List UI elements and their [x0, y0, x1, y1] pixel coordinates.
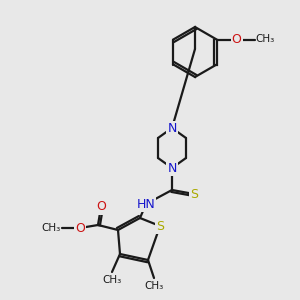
Text: O: O [232, 33, 242, 46]
Text: CH₃: CH₃ [144, 281, 164, 291]
Text: S: S [156, 220, 164, 232]
Text: O: O [75, 221, 85, 235]
Text: CH₃: CH₃ [256, 34, 275, 44]
Text: CH₃: CH₃ [42, 223, 61, 233]
Text: O: O [96, 200, 106, 214]
Text: HN: HN [136, 197, 155, 211]
Text: N: N [167, 122, 177, 134]
Text: CH₃: CH₃ [102, 275, 122, 285]
Text: S: S [190, 188, 198, 200]
Text: N: N [167, 161, 177, 175]
